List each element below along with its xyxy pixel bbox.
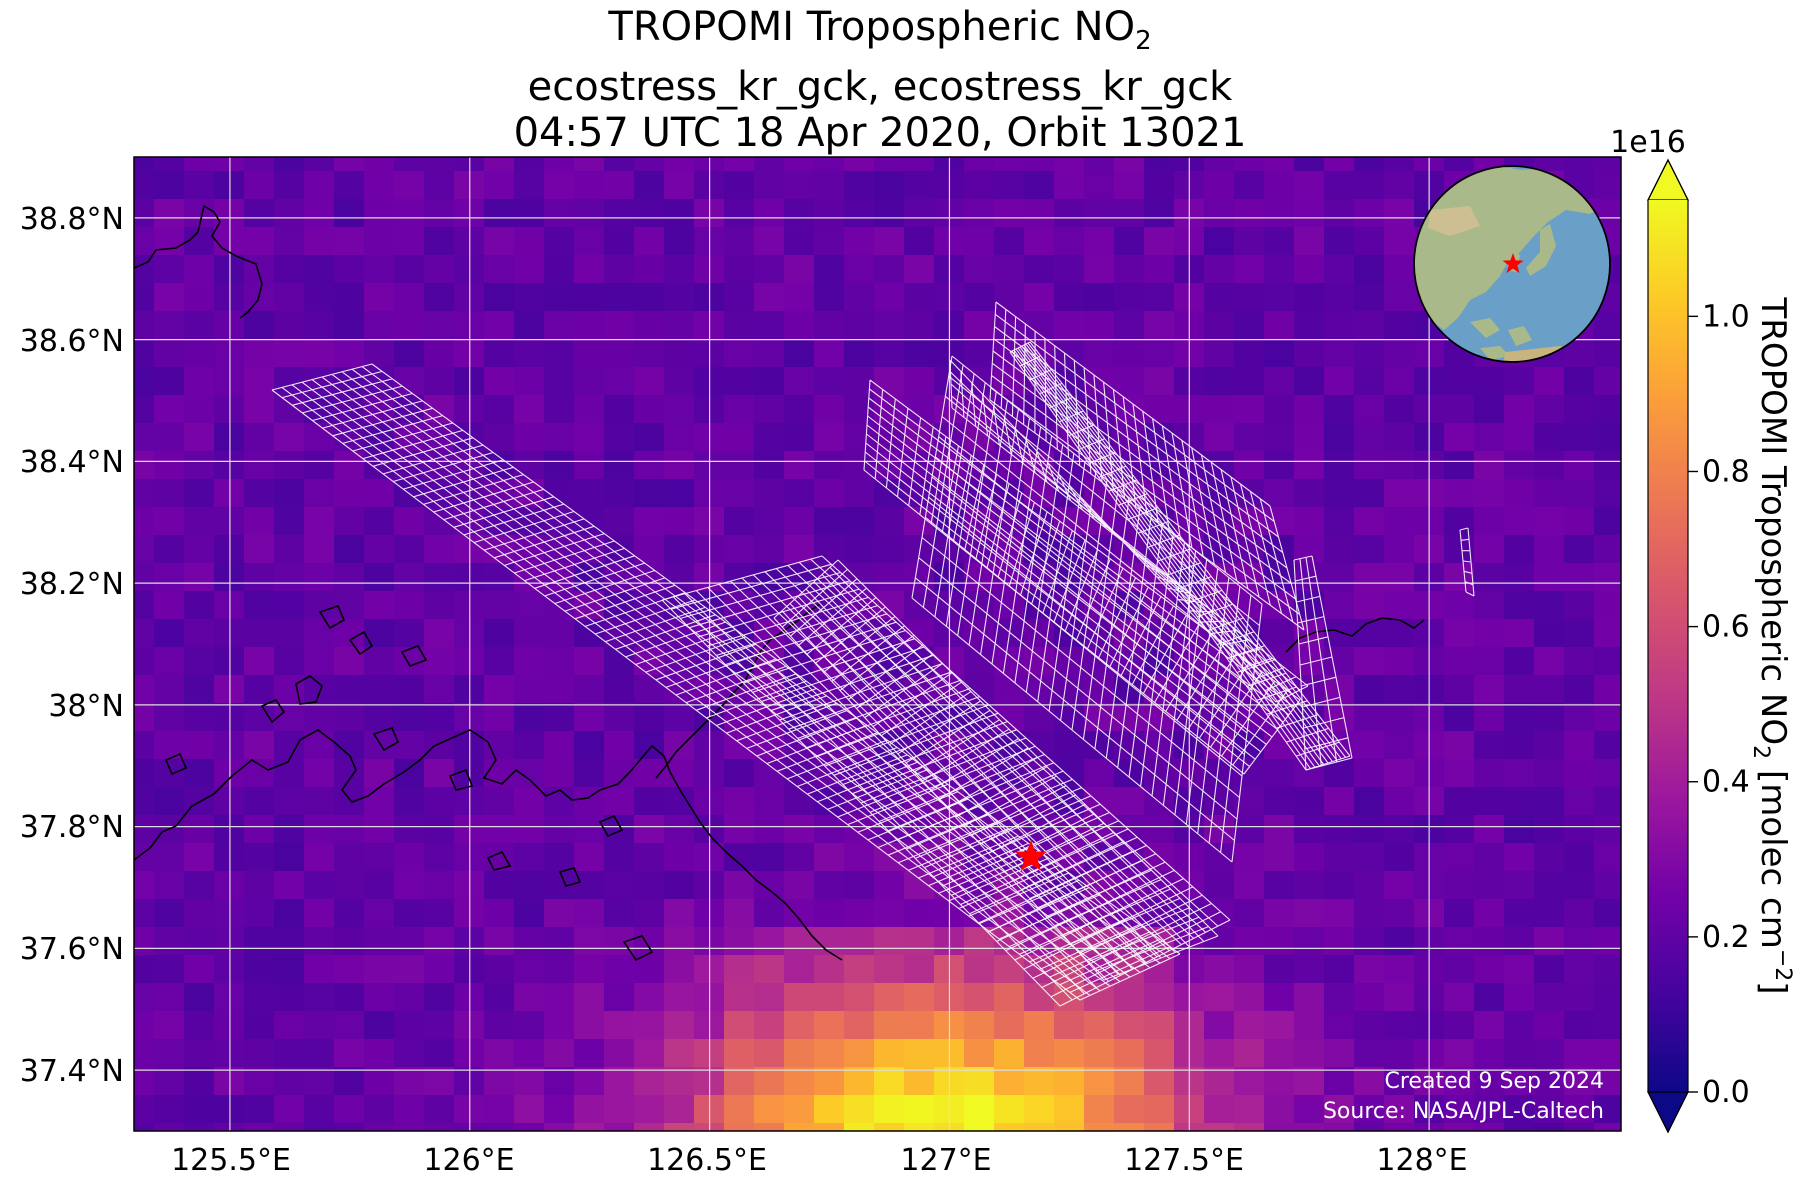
colorbar-label-units: [molec cm [1753,759,1793,949]
lat-tick-label: 38.8°N [20,202,124,237]
globe-maritime-se-asia [1470,318,1532,360]
colorbar-tick-label: 0.8 [1702,454,1750,489]
colorbar-gradient [1648,200,1688,1092]
colorbar-label-exponent: −2 [1770,949,1795,981]
map-gridlines [134,157,1621,1131]
lat-tick-label: 37.6°N [20,932,124,967]
colorbar: 0.0 0.2 0.4 0.6 0.8 1.0 1e16 TROPOMI Troposph… [1610,125,1795,1134]
colorbar-label: TROPOMI Tropospheric NO2 [molec cm−2] [1748,296,1795,994]
globe-target-star [1502,253,1524,273]
title-line1: TROPOMI Tropospheric NO [608,4,1136,50]
colorbar-label-main: TROPOMI Tropospheric NO [1753,296,1793,745]
lon-tick-label: 126.5°E [647,1143,767,1178]
colorbar-tick-label: 1.0 [1702,299,1750,334]
no2-pixel-layer [134,157,1621,1131]
footprint-grid [1293,555,1353,771]
colorbar-tick-label: 0.6 [1702,610,1750,645]
lat-tick-label: 38.2°N [20,567,124,602]
lat-tick-label: 38.4°N [20,445,124,480]
colorbar-max-extension [1647,158,1689,201]
figure-title: TROPOMI Tropospheric NO2 ecostress_kr_gc… [0,4,1760,156]
coastline-islands-west [164,605,654,962]
colorbar-exponent: 1e16 [1610,125,1686,160]
globe-outline [1413,165,1611,363]
map-panel [133,156,1622,1132]
globe-desert [1428,206,1480,236]
lon-tick-label: 127°E [900,1143,991,1178]
credit-source: Source: NASA/JPL-Caltech [1323,1099,1604,1124]
coastline-west [134,204,263,319]
latitude-tick-labels: 38.8°N 38.6°N 38.4°N 38.2°N 38°N 37.8°N … [20,202,124,1089]
target-marker-layer [1014,840,1048,871]
colorbar-min-extension [1647,1091,1689,1134]
lon-tick-label: 126°E [423,1143,514,1178]
ecostress-footprint-grids [271,301,1475,1007]
globe-japan [1526,224,1556,276]
colorbar-label-close: ] [1753,981,1793,994]
footprint-grid [1009,341,1351,771]
title-line3: 04:57 UTC 18 Apr 2020, Orbit 13021 [513,110,1247,156]
longitude-tick-labels: 125.5°E 126°E 126.5°E 127°E 127.5°E 128°… [171,1143,1468,1178]
lon-tick-label: 125.5°E [171,1143,291,1178]
title-line2: ecostress_kr_gck, ecostress_kr_gck [527,64,1233,110]
lon-tick-label: 128°E [1376,1143,1467,1178]
colorbar-label-subscript: 2 [1748,745,1773,759]
title-line1-subscript: 2 [1135,26,1152,56]
colorbar-tick-label: 0.0 [1702,1075,1750,1110]
map-frame [133,156,1622,1132]
colorbar-tick-label: 0.4 [1702,765,1750,800]
colorbar-tick-label: 0.2 [1702,920,1750,955]
footprint-grid [773,559,1219,981]
colorbar-ticks: 0.0 0.2 0.4 0.6 0.8 1.0 [1688,299,1750,1110]
footprint-grid [1459,527,1475,597]
lat-tick-label: 38°N [48,689,124,724]
coastline-peninsula [134,729,843,961]
lon-tick-label: 127.5°E [1124,1143,1244,1178]
credit-created-date: Created 9 Sep 2024 [1385,1069,1605,1094]
lat-tick-label: 37.8°N [20,810,124,845]
target-star-marker [1014,840,1048,871]
lat-tick-label: 38.6°N [20,324,124,359]
globe-asia-landmass [1414,166,1610,330]
footprint-grid [911,355,1263,863]
lat-tick-label: 37.4°N [20,1054,124,1089]
